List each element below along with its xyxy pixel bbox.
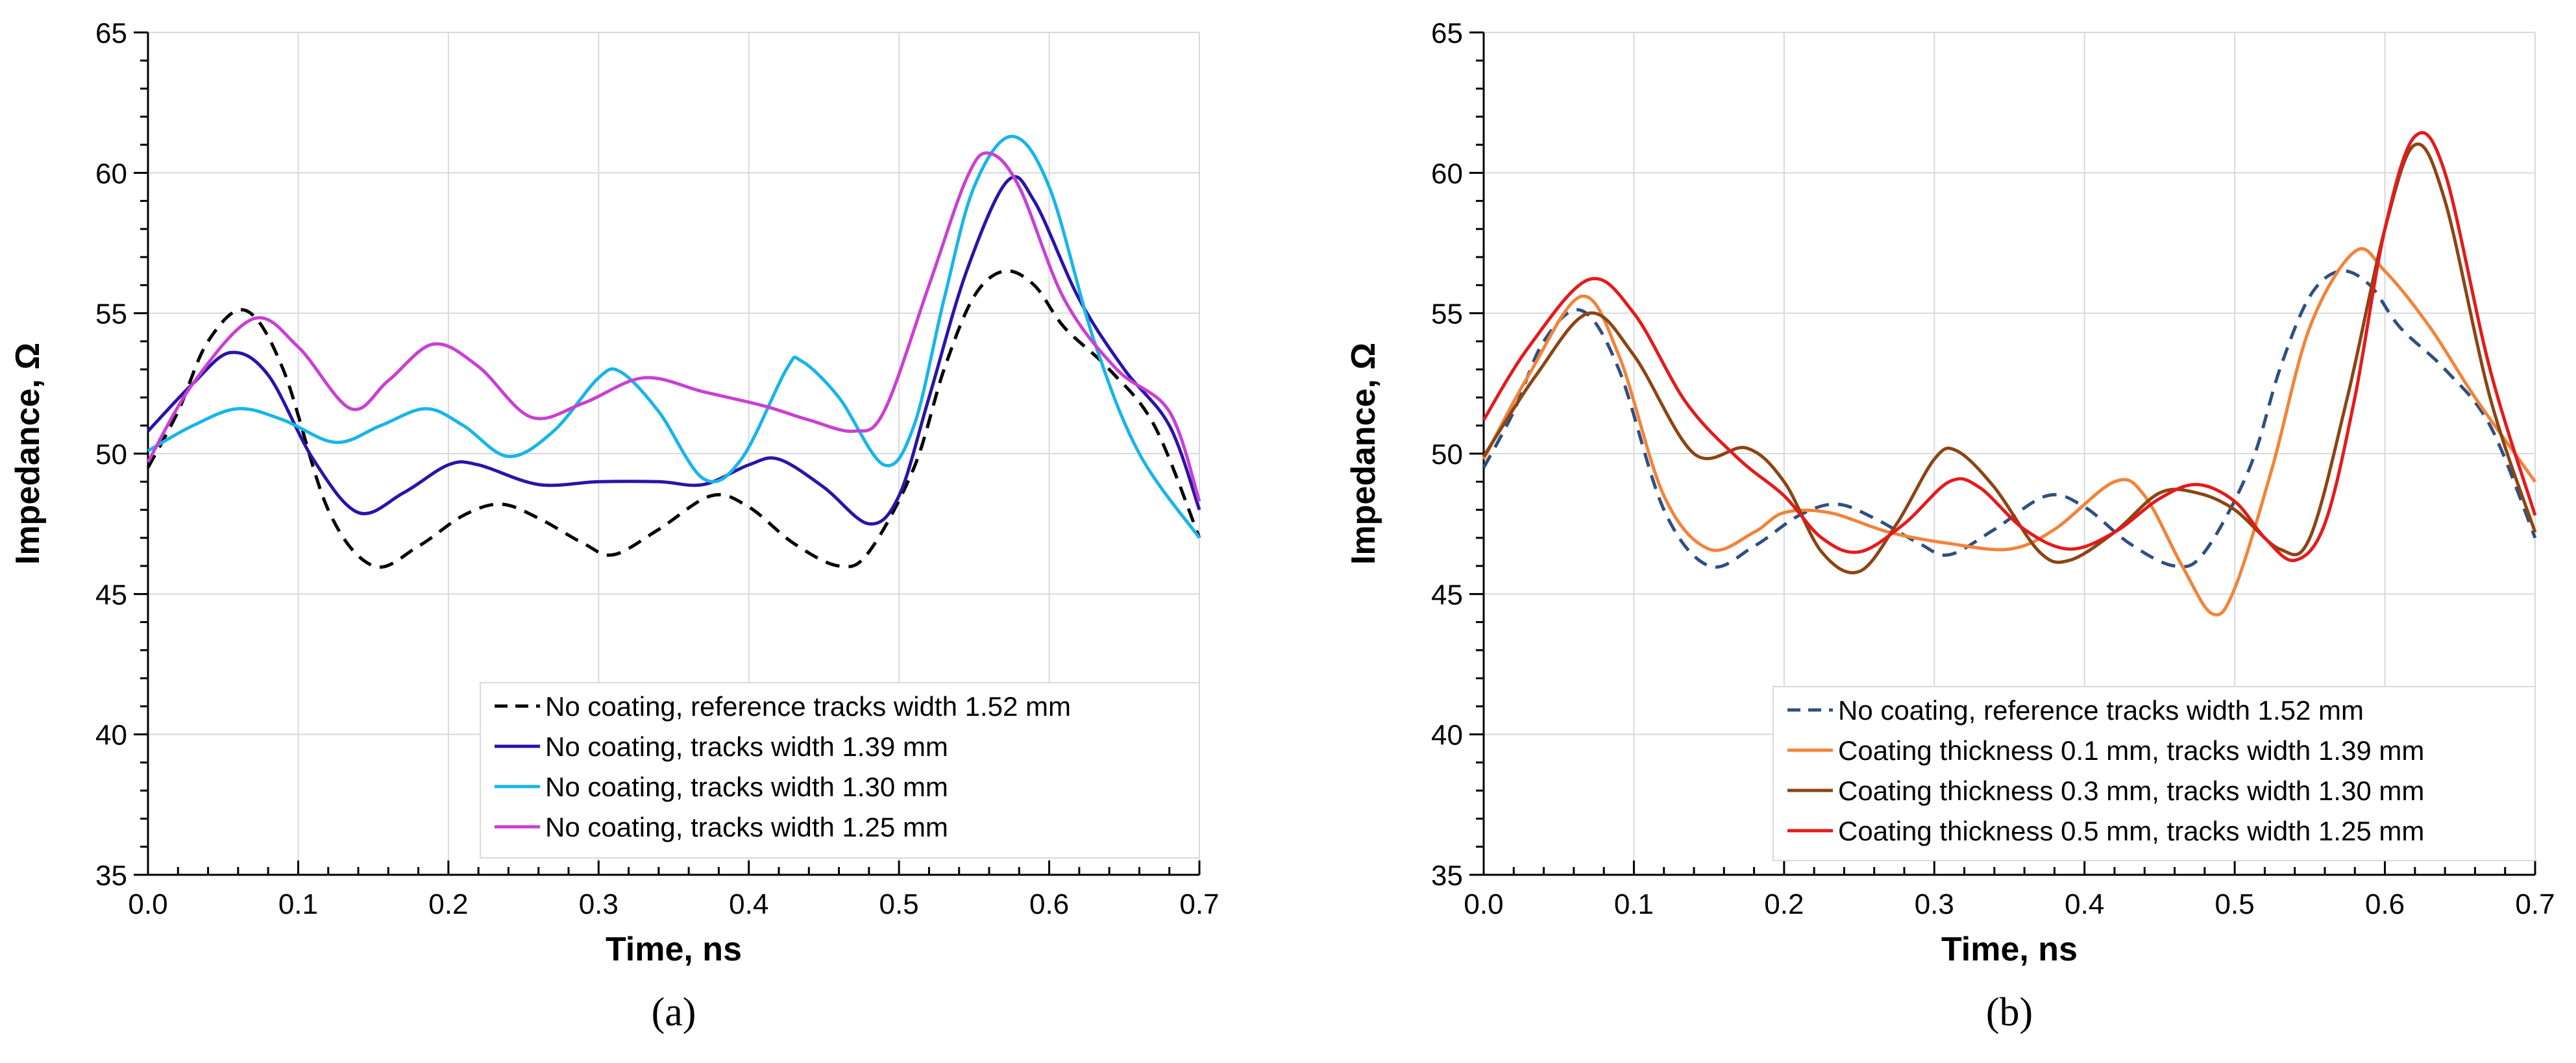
y-tick-label: 35 [95, 860, 127, 892]
y-axis-title: Impedance, Ω [9, 343, 47, 565]
series-line-2 [147, 175, 1201, 526]
legend-label-1: No coating, reference tracks width 1.52 … [1838, 695, 2364, 726]
x-tick-label: 0.0 [1464, 888, 1503, 920]
legend-label-4: No coating, tracks width 1.25 mm [545, 812, 948, 842]
y-axis-title: Impedance, Ω [1345, 343, 1382, 565]
series-line-4 [146, 151, 1201, 502]
series-lines [146, 134, 1201, 569]
legend-label-1: No coating, reference tracks width 1.52 … [545, 691, 1071, 722]
x-tick-label: 0.4 [2065, 888, 2104, 920]
gridlines [148, 32, 1200, 875]
y-tick-label: 45 [95, 579, 127, 611]
legend-label-2: No coating, tracks width 1.39 mm [545, 731, 948, 762]
y-tick-label: 55 [1431, 299, 1463, 330]
x-tick-label: 0.0 [128, 888, 167, 920]
series-line-3 [1482, 142, 2537, 574]
series-line-1 [1482, 269, 2537, 569]
x-tick-label: 0.7 [2515, 888, 2555, 920]
x-axis-title: Time, ns [1941, 931, 2078, 968]
x-tick-label: 0.3 [1915, 888, 1954, 920]
legend: No coating, reference tracks width 1.52 … [480, 682, 1200, 859]
x-tick-label: 0.6 [2365, 888, 2405, 920]
legend-label-3: No coating, tracks width 1.30 mm [545, 772, 948, 802]
series-line-4 [1482, 131, 2537, 563]
panel-label: (b) [1986, 990, 2033, 1034]
y-tick-label: 65 [1431, 18, 1463, 49]
legend-label-3: Coating thickness 0.3 mm, tracks width 1… [1838, 776, 2424, 806]
y-tick-label: 60 [95, 158, 127, 189]
y-tick-label: 60 [1431, 158, 1463, 189]
x-tick-label: 0.6 [1029, 888, 1069, 920]
x-tick-label: 0.1 [1614, 888, 1654, 920]
x-tick-label: 0.2 [428, 888, 468, 920]
y-tick-label: 40 [95, 720, 127, 751]
panel-label: (a) [652, 990, 696, 1034]
chart-panel-a: 35 40 45 50 55 60 65 0.0 0.1 0.2 0.3 0.4 0.5 0.6 0.7 Ti… [9, 18, 1220, 1034]
x-tick-label: 0.7 [1179, 888, 1219, 920]
chart-panel-b: 35 40 45 50 55 60 65 0.0 0.1 0.2 0.3 0.4 0.5 0.6 0.7 Ti… [1345, 18, 2555, 1034]
y-tick-label: 50 [1431, 439, 1463, 470]
y-tick-label: 45 [1431, 579, 1463, 611]
x-tick-label: 0.5 [2215, 888, 2255, 920]
x-axis-title: Time, ns [606, 931, 742, 968]
x-tick-label: 0.1 [278, 888, 318, 920]
y-tick-label: 35 [1431, 860, 1463, 892]
x-tick-label: 0.2 [1764, 888, 1804, 920]
y-tick-label: 50 [95, 439, 127, 470]
x-tick-label: 0.4 [729, 888, 768, 920]
legend-label-2: Coating thickness 0.1 mm, tracks width 1… [1838, 735, 2424, 766]
y-tick-label: 65 [95, 18, 127, 49]
legend: No coating, reference tracks width 1.52 … [1773, 686, 2536, 861]
series-line-1 [146, 269, 1201, 569]
series-line-3 [147, 134, 1201, 539]
y-tick-label: 40 [1431, 720, 1463, 751]
legend-box [1773, 686, 2536, 861]
series-lines [1482, 131, 2537, 617]
y-tick-label: 55 [95, 299, 127, 330]
x-tick-label: 0.5 [879, 888, 919, 920]
legend-box [480, 682, 1200, 859]
series-line-2 [1482, 247, 2537, 617]
x-tick-label: 0.3 [579, 888, 619, 920]
legend-label-4: Coating thickness 0.5 mm, tracks width 1… [1838, 816, 2424, 846]
